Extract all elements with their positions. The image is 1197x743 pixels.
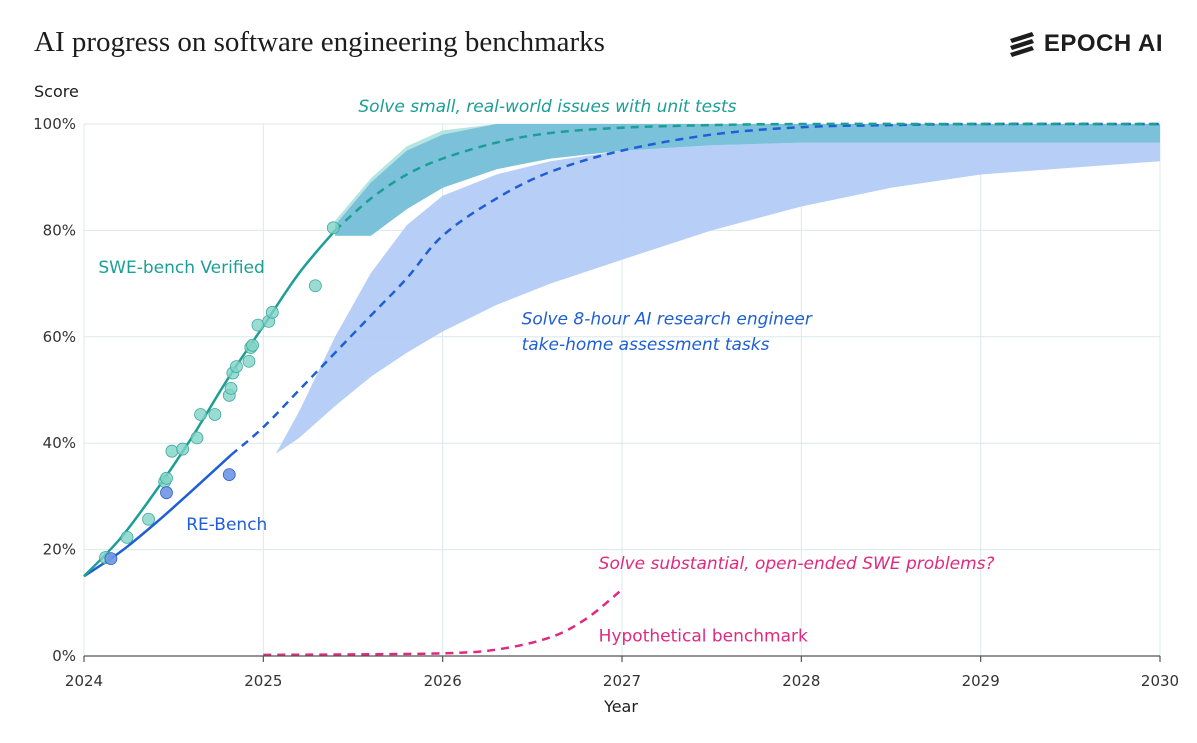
swe-bench-point xyxy=(326,221,340,235)
re-bench-uncertainty-band xyxy=(231,142,1161,454)
swe-bench-uncertainty-band xyxy=(335,124,1161,236)
swe-bench-point xyxy=(224,382,238,395)
brand-logo: EPOCH AI xyxy=(1008,30,1163,58)
y-tick-label: 40% xyxy=(43,434,76,452)
swe-bench-point xyxy=(230,360,243,373)
hypothetical-forecast-line xyxy=(263,588,623,657)
y-tick-label: 100% xyxy=(33,115,76,133)
swe-bench-point xyxy=(165,444,179,458)
swe-bench-forecast-line xyxy=(334,122,1160,232)
swe-bench-point xyxy=(208,408,222,421)
annotation-label: Solve substantial, open-ended SWE proble… xyxy=(599,554,995,574)
x-tick-label: 2029 xyxy=(962,672,1000,690)
annotation-label: SWE-bench Verified xyxy=(98,258,264,278)
annotation-label: take-home assessment tasks xyxy=(522,335,770,355)
x-axis-title: Year xyxy=(603,697,638,716)
brand-name: EPOCH AI xyxy=(1043,30,1163,57)
epoch-logo-icon xyxy=(1009,32,1034,57)
chart-title: AI progress on software engineering benc… xyxy=(34,26,605,58)
y-tick-label: 60% xyxy=(43,328,76,346)
swe-bench-point xyxy=(176,442,190,456)
y-tick-label: 0% xyxy=(52,647,76,665)
x-tick-label: 2026 xyxy=(424,672,462,690)
y-axis-title: Score xyxy=(34,82,79,101)
annotation-label: Solve 8-hour AI research engineer xyxy=(522,310,813,330)
swe-bench-point xyxy=(194,408,207,421)
re-bench-point xyxy=(222,468,236,481)
x-tick-label: 2028 xyxy=(782,672,820,690)
annotation-label: Hypothetical benchmark xyxy=(599,627,808,647)
annotation-label: Solve small, real-world issues with unit… xyxy=(358,97,736,117)
x-tick-label: 2025 xyxy=(244,672,282,690)
data-points xyxy=(99,221,340,566)
swe-bench-point xyxy=(251,318,265,332)
x-tick-label: 2024 xyxy=(65,672,103,690)
swe-bench-point xyxy=(190,431,204,445)
swe-bench-point xyxy=(265,305,279,319)
re-bench-point xyxy=(160,486,173,500)
swe-bench-point xyxy=(242,354,256,368)
annotations: SWE-bench Verified RE-Bench Solve small, r… xyxy=(98,97,994,647)
x-tick-label: 2027 xyxy=(603,672,641,690)
uncertainty-bands xyxy=(231,124,1161,454)
re-bench-point xyxy=(104,552,118,566)
x-tick-label: 2030 xyxy=(1141,672,1179,690)
y-tick-label: 80% xyxy=(43,221,76,239)
y-tick-label: 20% xyxy=(43,541,76,559)
swe-bench-point xyxy=(120,530,134,544)
swe-bench-point xyxy=(160,471,173,485)
swe-bench-point xyxy=(246,338,259,352)
axes: 2024 2025 2026 2027 2028 2029 2030 0% 20% 40% 60% 8… xyxy=(33,82,1179,716)
swe-bench-point xyxy=(308,279,322,293)
swe-bench-point xyxy=(142,512,155,526)
annotation-label: RE-Bench xyxy=(186,515,267,535)
